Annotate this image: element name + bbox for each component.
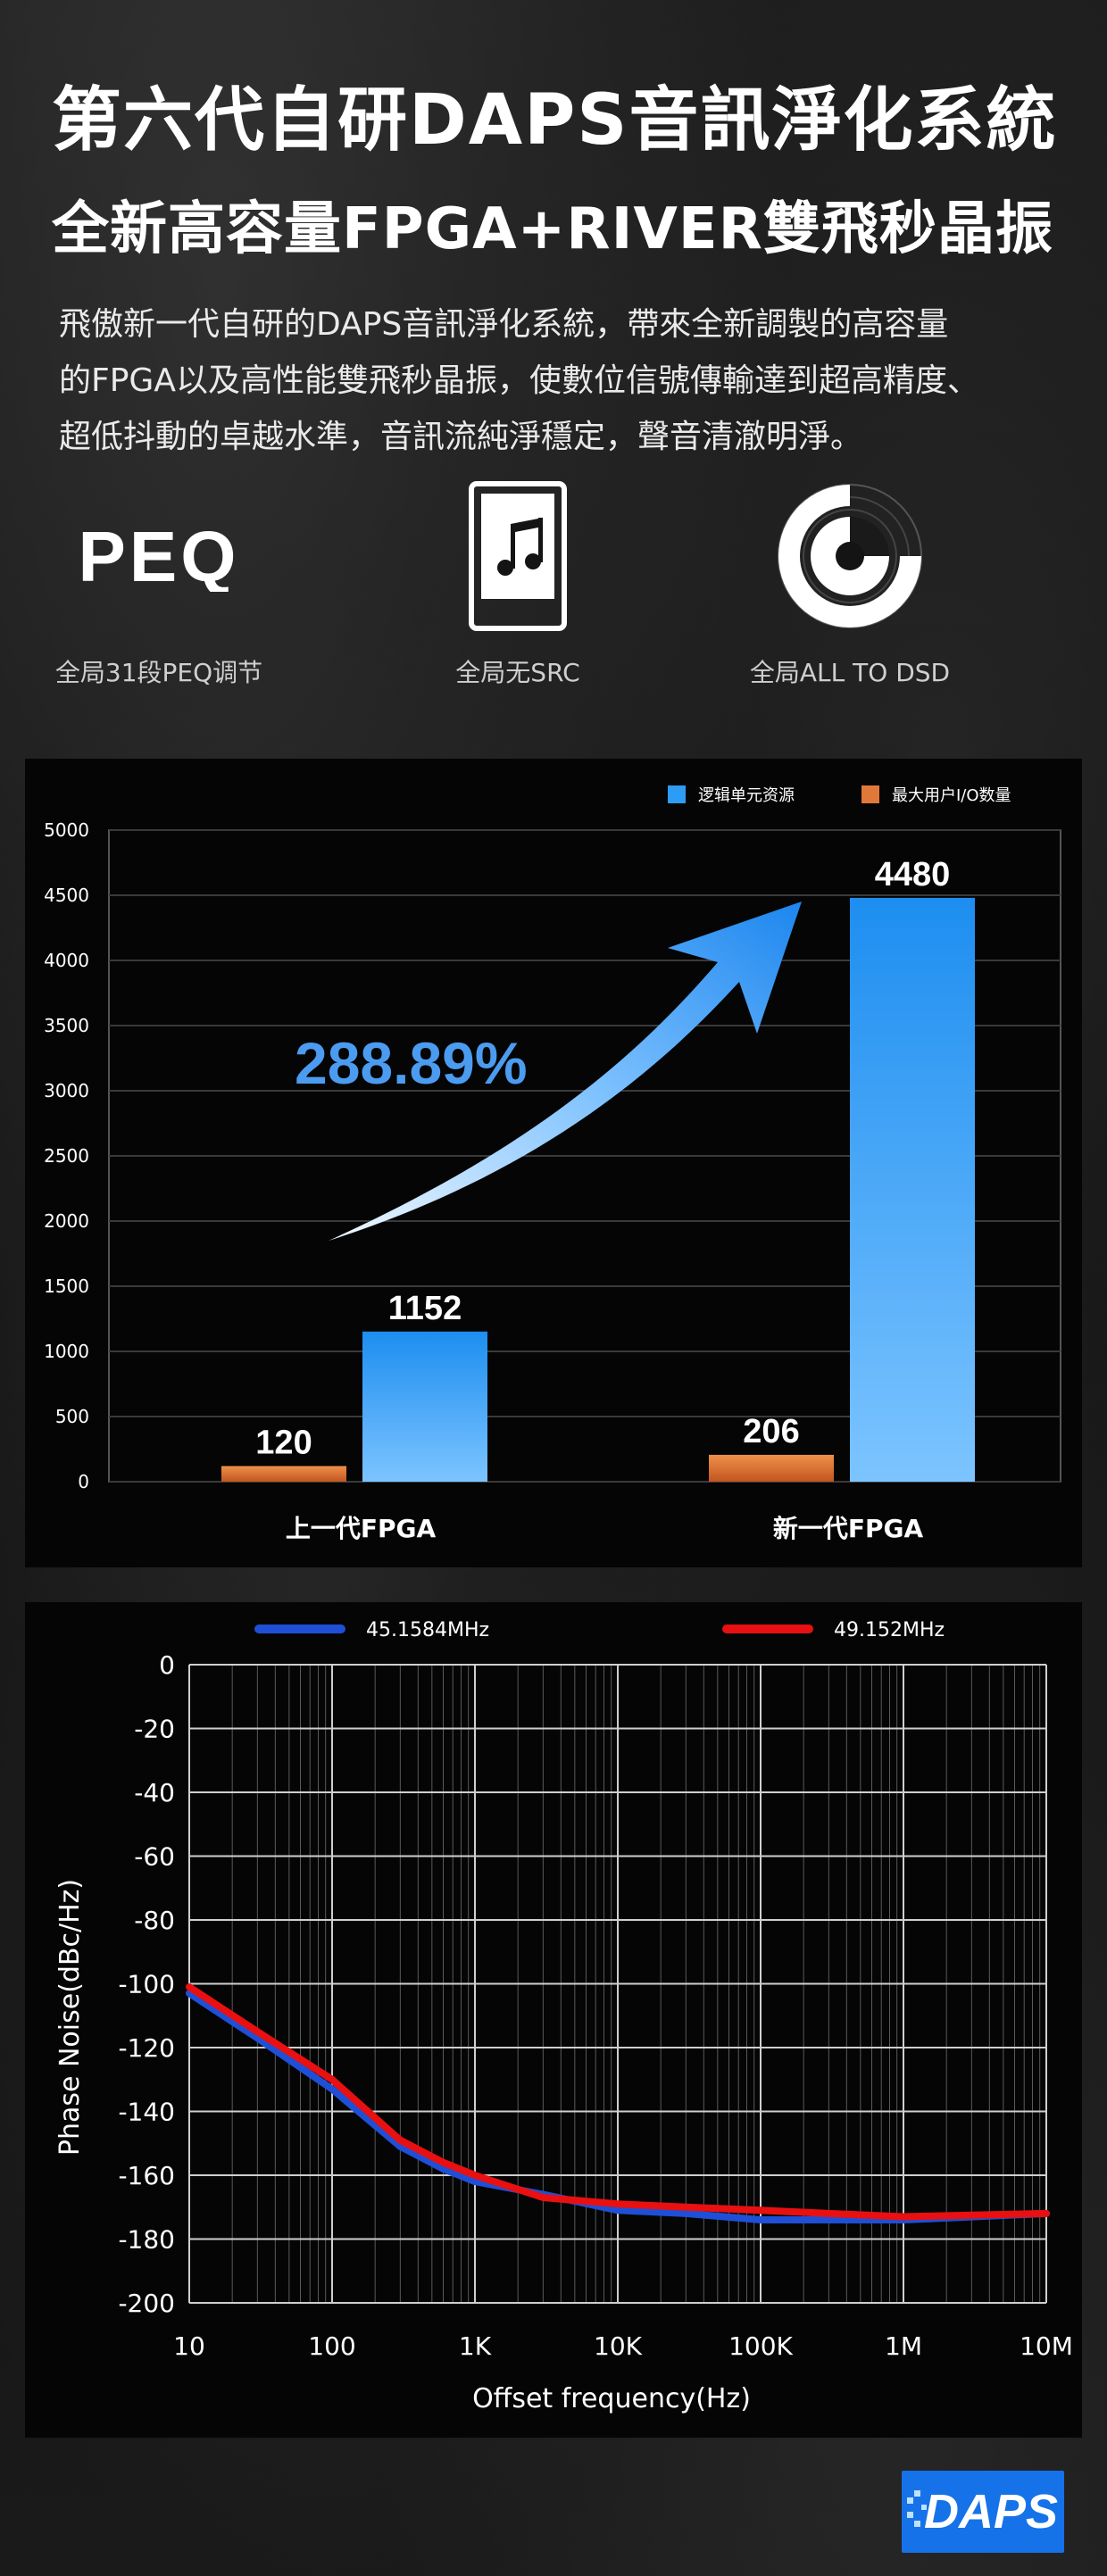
legend-label: 45.1584MHz: [366, 1619, 489, 1641]
bar-value-label: 1152: [388, 1290, 462, 1327]
x-axis-label: Offset frequency(Hz): [472, 2383, 751, 2414]
feature-label: 全局ALL TO DSD: [749, 658, 951, 687]
bar-category-label: 上一代FPGA: [286, 1514, 437, 1543]
legend-swatch: [668, 785, 686, 803]
feature-all-to-dsd: 全局ALL TO DSD: [707, 482, 993, 689]
bar-y-tick-label: 3000: [44, 1080, 89, 1101]
growth-arrow: [329, 902, 802, 1241]
y-tick-label: -200: [118, 2289, 175, 2318]
bar-y-tick-label: 2000: [44, 1210, 89, 1232]
bar-y-tick-label: 2500: [44, 1145, 89, 1167]
bar-y-tick-label: 1500: [44, 1276, 89, 1297]
bar-value-label: 206: [743, 1413, 799, 1450]
legend-label: 逻辑单元资源: [698, 786, 795, 805]
bar: [221, 1466, 346, 1482]
daps-logo-text: DAPS: [924, 2485, 1058, 2539]
feature-label: 全局无SRC: [455, 658, 580, 687]
y-tick-label: -160: [118, 2161, 175, 2190]
y-tick-label: -60: [134, 1842, 175, 1872]
legend-label: 最大用户I/O数量: [892, 786, 1011, 805]
peq-logo-text: PEQ: [79, 520, 240, 592]
feature-no-src: 全局无SRC: [375, 481, 661, 689]
bar-y-tick-label: 500: [55, 1406, 89, 1427]
feature-label: 全局31段PEQ调节: [54, 658, 263, 687]
series-line: [186, 1983, 1050, 2221]
y-tick-label: -40: [134, 1778, 175, 1807]
x-tick-label: 1K: [459, 2331, 492, 2361]
bar: [850, 897, 975, 1482]
description-line: 超低抖動的卓越水準，音訊流純淨穩定，聲音清澈明淨。: [59, 419, 863, 455]
bar-chart-svg: 0 500 1000 1500 2000 2500 3000 3500 4000 4500 5000…: [25, 759, 1082, 1567]
x-tick-label: 10: [173, 2331, 205, 2361]
y-tick-label: -120: [118, 2033, 175, 2063]
page-subtitle: 全新高容量FPGA+RIVER雙飛秒晶振: [52, 196, 1053, 262]
y-tick-label: 0: [159, 1650, 175, 1680]
description-line: 飛傲新一代自研的DAPS音訊淨化系統，帶來全新調製的高容量: [59, 306, 949, 343]
bar-y-tick-label: 4000: [44, 950, 89, 971]
music-player-icon: [469, 481, 567, 635]
y-tick-label: -180: [118, 2225, 175, 2255]
x-tick-label: 10K: [594, 2331, 643, 2361]
growth-annotation: 288.89%: [295, 1030, 528, 1096]
x-tick-label: 10M: [1020, 2331, 1073, 2361]
bar-y-tick-label: 3500: [44, 1015, 89, 1036]
dsd-disc-icon: [775, 481, 925, 635]
bar: [709, 1454, 834, 1482]
y-tick-label: -20: [134, 1715, 175, 1744]
bar-value-label: 4480: [875, 856, 951, 893]
phase-noise-chart: 10 100 1K 10K 100K 1M 10M 0 -20 -40 -60 -80 -100 -120…: [25, 1602, 1082, 2438]
x-tick-label: 1M: [885, 2331, 922, 2361]
legend-label: 49.152MHz: [834, 1619, 945, 1641]
y-tick-label: -140: [118, 2098, 175, 2127]
description-line: 的FPGA以及高性能雙飛秒晶振，使數位信號傳輸達到超高精度、: [59, 362, 979, 399]
bar-y-tick-label: 4500: [44, 885, 89, 906]
daps-logo: DAPS: [902, 2471, 1064, 2553]
bar: [362, 1331, 487, 1482]
x-tick-label: 100: [308, 2331, 355, 2361]
y-axis-label: Phase Noise(dBc/Hz): [54, 1879, 86, 2156]
page-title: 第六代自研DAPS音訊淨化系統: [52, 80, 1058, 161]
y-tick-label: -80: [134, 1906, 175, 1935]
bar-y-tick-label: 0: [78, 1471, 89, 1492]
line-chart-svg: 10 100 1K 10K 100K 1M 10M 0 -20 -40 -60 -80 -100 -120…: [25, 1602, 1082, 2438]
bar-category-label: 新一代FPGA: [773, 1514, 924, 1543]
y-tick-label: -100: [118, 1970, 175, 1999]
feature-peq: PEQ 全局31段PEQ调节: [16, 482, 302, 689]
fpga-comparison-chart: 0 500 1000 1500 2000 2500 3000 3500 4000 4500 5000…: [25, 759, 1082, 1567]
bar-y-tick-label: 1000: [44, 1341, 89, 1362]
bar-y-tick-label: 5000: [44, 819, 89, 841]
description: 飛傲新一代自研的DAPS音訊淨化系統，帶來全新調製的高容量 的FPGA以及高性能…: [59, 296, 1068, 465]
peq-logo-icon: PEQ: [56, 517, 262, 596]
bar-value-label: 120: [255, 1424, 312, 1461]
legend-swatch: [861, 785, 879, 803]
x-tick-label: 100K: [728, 2331, 793, 2361]
